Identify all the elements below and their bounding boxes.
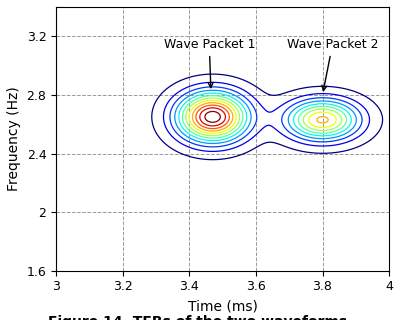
- X-axis label: Time (ms): Time (ms): [188, 299, 258, 313]
- Text: Wave Packet 2: Wave Packet 2: [287, 38, 378, 91]
- Y-axis label: Frequency (Hz): Frequency (Hz): [7, 86, 21, 191]
- Text: Wave Packet 1: Wave Packet 1: [164, 38, 255, 88]
- Text: Figure 14. TFRs of the two waveforms.: Figure 14. TFRs of the two waveforms.: [48, 316, 352, 320]
